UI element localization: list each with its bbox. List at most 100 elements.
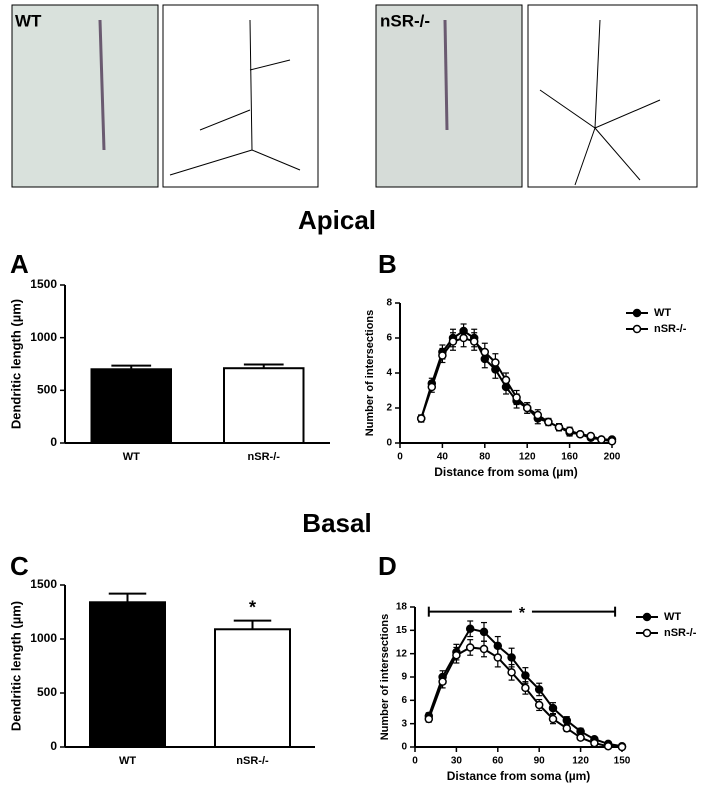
y-axis-label: Dendritic length (µm) (8, 299, 23, 429)
micrograph (11, 4, 159, 188)
x-tick-label: nSR-/- (248, 451, 281, 463)
marker (522, 403, 532, 413)
legend-marker (632, 324, 642, 334)
y-tick-label: 3 (401, 718, 407, 729)
marker (575, 430, 585, 439)
marker (554, 423, 564, 432)
marker (534, 685, 544, 694)
marker (424, 714, 434, 724)
y-axis-label: Number of intersections (364, 310, 376, 437)
x-tick-label: 200 (604, 452, 621, 463)
y-tick-label: 4 (386, 368, 392, 379)
marker (479, 644, 489, 654)
neuron-trace (169, 19, 301, 176)
marker (465, 624, 475, 634)
x-tick-label: WT (119, 755, 136, 767)
y-tick-label: 0 (401, 742, 407, 753)
x-axis-label: Distance from soma (µm) (447, 769, 591, 783)
y-tick-label: 500 (37, 685, 57, 699)
marker (479, 627, 489, 637)
marker (480, 347, 490, 357)
tracing (527, 4, 698, 188)
y-tick-label: 0 (386, 438, 392, 449)
legend-marker (632, 308, 642, 318)
bar (223, 367, 305, 445)
marker (607, 437, 617, 446)
image-label: nSR-/- (380, 11, 430, 30)
panel-letter: A (10, 249, 29, 279)
y-tick-label: 500 (37, 383, 57, 397)
marker (521, 671, 530, 680)
x-tick-label: 120 (519, 452, 536, 463)
image-label: WT (15, 11, 42, 30)
marker (416, 414, 426, 423)
marker (507, 668, 516, 677)
marker (448, 337, 458, 346)
marker (465, 643, 475, 652)
y-tick-label: 0 (50, 739, 57, 753)
marker (438, 351, 447, 360)
y-axis-label: Number of intersections (379, 614, 391, 741)
marker (533, 410, 543, 420)
y-tick-label: 18 (396, 602, 408, 613)
marker (521, 683, 530, 693)
y-tick-label: 12 (396, 648, 408, 659)
x-tick-label: 0 (412, 756, 418, 767)
marker (491, 358, 500, 367)
marker (452, 650, 461, 660)
marker (603, 741, 613, 751)
x-axis-label: Distance from soma (µm) (434, 465, 578, 479)
x-tick-label: 80 (479, 452, 491, 463)
marker (597, 435, 606, 444)
marker (459, 333, 468, 343)
legend-label: WT (654, 307, 671, 319)
x-tick-label: 120 (572, 756, 589, 767)
x-tick-label: 60 (492, 756, 504, 767)
micrograph (375, 4, 523, 188)
series-line (420, 336, 613, 443)
series-line (427, 646, 623, 748)
tracing (162, 4, 319, 188)
y-tick-label: 8 (386, 298, 392, 309)
section-title: Basal (302, 508, 371, 538)
marker (501, 375, 511, 385)
panel-letter: C (10, 551, 29, 581)
neuron-shadow (98, 19, 106, 151)
x-tick-label: 40 (437, 452, 449, 463)
neuron-shadow (443, 19, 449, 131)
marker (548, 714, 558, 724)
marker (565, 426, 574, 435)
marker (507, 653, 516, 662)
marker (493, 653, 503, 662)
x-tick-label: WT (123, 451, 140, 463)
section-title: Apical (298, 205, 376, 235)
panel-letter: D (378, 551, 397, 581)
x-tick-label: 30 (451, 756, 463, 767)
marker (590, 738, 599, 748)
legend-marker (642, 628, 652, 638)
legend-label: WT (664, 611, 681, 623)
marker (438, 677, 447, 686)
y-tick-label: 1000 (30, 631, 57, 645)
y-tick-label: 1000 (30, 330, 57, 344)
bar (214, 628, 291, 749)
y-tick-label: 9 (401, 672, 407, 683)
y-tick-label: 6 (386, 333, 392, 344)
marker (562, 716, 572, 725)
x-tick-label: nSR-/- (236, 755, 269, 767)
y-tick-label: 1500 (30, 577, 57, 591)
x-tick-label: 0 (397, 452, 403, 463)
marker (544, 417, 553, 427)
marker (534, 700, 544, 710)
marker (512, 393, 521, 402)
y-axis-label: Dendritic length (µm) (8, 601, 23, 731)
y-tick-label: 2 (386, 403, 392, 414)
bar (89, 601, 166, 749)
marker (548, 703, 558, 713)
bar (90, 368, 172, 444)
y-tick-label: 6 (401, 695, 407, 706)
neuron-trace (539, 19, 661, 186)
legend-label: nSR-/- (654, 323, 687, 335)
marker (469, 337, 479, 346)
